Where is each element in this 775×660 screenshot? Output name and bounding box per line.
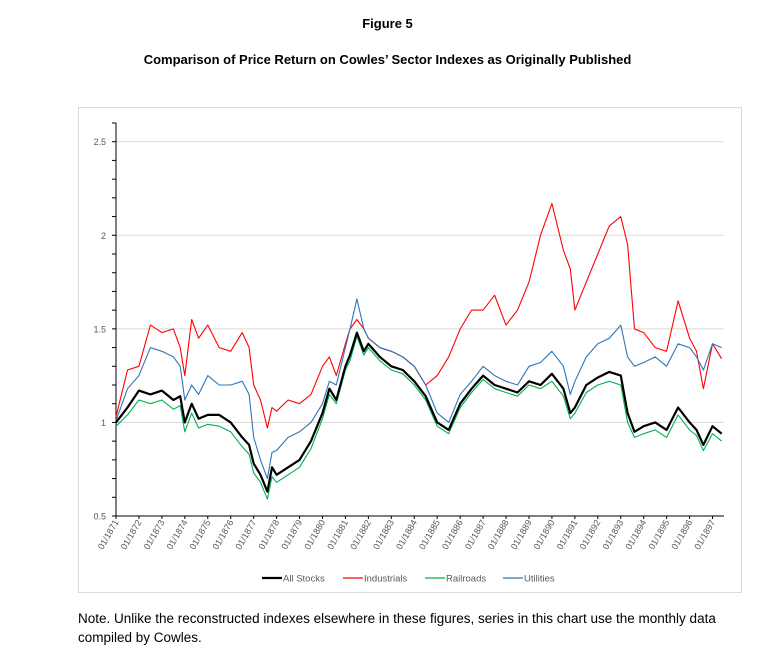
x-tick-label: 01/1880	[302, 518, 327, 551]
x-tick-label: 01/1871	[96, 518, 121, 551]
x-tick-label: 01/1875	[188, 518, 213, 551]
x-tick-label: 01/1891	[555, 518, 580, 551]
x-tick-label: 01/1888	[486, 518, 511, 551]
line-chart: 0.511.522.501/187101/187201/187301/18740…	[93, 122, 724, 585]
x-tick-label: 01/1874	[165, 518, 190, 551]
y-tick-label: 1.5	[93, 324, 106, 334]
x-tick-label: 01/1885	[417, 518, 442, 551]
x-tick-label: 01/1876	[211, 518, 236, 551]
x-tick-label: 01/1895	[646, 518, 671, 551]
figure-label: Figure 5	[362, 16, 413, 31]
legend-label: Industrials	[364, 574, 408, 585]
legend-label: All Stocks	[283, 574, 325, 585]
y-tick-label: 0.5	[93, 512, 106, 522]
x-tick-label: 01/1889	[509, 518, 534, 551]
x-tick-label: 01/1886	[440, 518, 465, 551]
x-tick-label: 01/1890	[532, 518, 557, 551]
y-tick-label: 1	[101, 418, 106, 428]
chart-container: 0.5 1 1.5 2 2.5 01/1871 01/1872 01/1873 01/1874 0…	[78, 107, 742, 593]
x-tick-label: 01/1897	[692, 518, 717, 551]
legend-label: Railroads	[446, 574, 486, 585]
series-line-railroads	[115, 335, 723, 500]
x-tick-label: 01/1881	[325, 518, 350, 551]
x-tick-label: 01/1893	[601, 518, 626, 551]
y-tick-label: 2	[101, 231, 106, 241]
series-line-industrials	[115, 202, 723, 429]
x-tick-label: 01/1872	[119, 518, 144, 551]
legend-label: Utilities	[524, 574, 555, 585]
figure-note: Note. Unlike the reconstructed indexes e…	[78, 611, 716, 645]
x-tick-label: 01/1896	[669, 518, 694, 551]
x-tick-label: 01/1882	[348, 518, 373, 551]
series-line-all-stocks	[115, 331, 723, 493]
x-tick-label: 01/1887	[463, 518, 488, 551]
x-tick-label: 01/1873	[142, 518, 167, 551]
y-tick-label: 2.5	[93, 137, 106, 147]
figure-title: Comparison of Price Return on Cowles’ Se…	[143, 52, 632, 67]
x-tick-label: 01/1894	[623, 518, 648, 551]
x-tick-label: 01/1883	[371, 518, 396, 551]
x-tick-label: 01/1879	[279, 518, 304, 551]
series-line-utilities	[115, 298, 722, 480]
x-tick-label: 01/1878	[256, 518, 281, 551]
x-tick-label: 01/1884	[394, 518, 419, 551]
x-tick-label: 01/1877	[233, 518, 258, 551]
x-tick-label: 01/1892	[578, 518, 603, 551]
